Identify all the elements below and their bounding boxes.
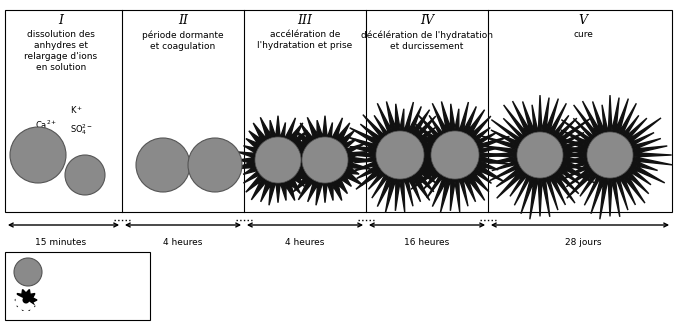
Circle shape	[302, 137, 348, 183]
Text: 28 jours: 28 jours	[565, 238, 601, 247]
Text: III: III	[297, 14, 313, 27]
Polygon shape	[480, 95, 603, 219]
Polygon shape	[234, 116, 324, 205]
Circle shape	[431, 131, 479, 179]
Polygon shape	[550, 95, 672, 219]
Circle shape	[136, 138, 190, 192]
Bar	[5, 252, 150, 320]
Text: SO$_4^{2-}$: SO$_4^{2-}$	[70, 122, 93, 137]
Polygon shape	[281, 116, 370, 205]
Text: 4 heures: 4 heures	[163, 238, 202, 247]
Text: hydrate: hydrate	[40, 295, 75, 305]
Circle shape	[14, 258, 42, 286]
Circle shape	[587, 132, 633, 178]
Polygon shape	[403, 101, 512, 213]
Text: Na$^+$: Na$^+$	[72, 159, 91, 171]
Bar	[5, 10, 672, 212]
Text: 16 heures: 16 heures	[404, 238, 450, 247]
Text: décélération de l'hydratation
et durcissement: décélération de l'hydratation et durciss…	[361, 30, 493, 51]
Text: dissolution des
anhydres et
relargage d'ions
en solution: dissolution des anhydres et relargage d'…	[24, 30, 97, 72]
Polygon shape	[348, 101, 457, 213]
Text: V: V	[579, 14, 588, 27]
Text: grain anhydre: grain anhydre	[48, 268, 112, 276]
Text: 4 heures: 4 heures	[285, 238, 325, 247]
Polygon shape	[15, 290, 37, 310]
Text: cure: cure	[573, 30, 593, 39]
Text: 15 minutes: 15 minutes	[35, 238, 87, 247]
Text: IV: IV	[420, 14, 434, 27]
Text: OH$^-$: OH$^-$	[40, 143, 60, 154]
Circle shape	[255, 137, 301, 183]
Text: Ca$^{2+}$: Ca$^{2+}$	[35, 119, 58, 131]
Text: K$^+$: K$^+$	[70, 104, 83, 116]
Circle shape	[517, 132, 563, 178]
Text: période dormante
et coagulation: période dormante et coagulation	[142, 30, 224, 51]
Circle shape	[10, 127, 66, 183]
Circle shape	[188, 138, 242, 192]
Text: I: I	[58, 14, 64, 27]
Text: II: II	[178, 14, 188, 27]
Circle shape	[65, 155, 105, 195]
Circle shape	[376, 131, 424, 179]
Text: accélération de
l'hydratation et prise: accélération de l'hydratation et prise	[257, 30, 353, 50]
